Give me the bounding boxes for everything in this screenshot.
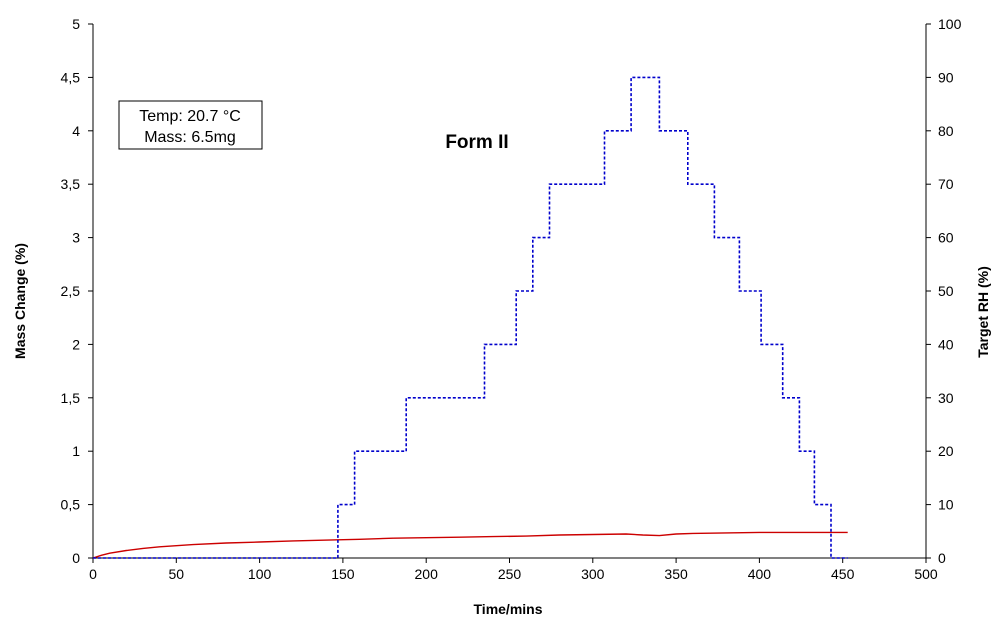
- y2-tick-label: 80: [938, 123, 954, 139]
- x-tick-label: 500: [914, 566, 938, 582]
- x-axis-title: Time/mins: [474, 601, 543, 617]
- y-tick-label: 1,5: [61, 390, 81, 406]
- chart-title: Form II: [445, 132, 508, 153]
- y2-tick-label: 20: [938, 443, 954, 459]
- annotation-mass: Mass: 6.5mg: [144, 129, 236, 146]
- y2-tick-label: 50: [938, 283, 954, 299]
- annotation-box: Temp: 20.7 °C Mass: 6.5mg: [119, 101, 262, 149]
- x-tick-label: 100: [248, 566, 272, 582]
- x-tick-label: 250: [498, 566, 522, 582]
- x-tick-label: 0: [89, 566, 97, 582]
- y-tick-label: 5: [72, 16, 80, 32]
- y2-tick-label: 40: [938, 336, 954, 352]
- y-tick-label: 4,5: [61, 69, 81, 85]
- y2-tick-label: 90: [938, 69, 954, 85]
- x-tick-label: 50: [169, 566, 185, 582]
- annotation-temp: Temp: 20.7 °C: [139, 108, 241, 125]
- x-tick-label: 300: [581, 566, 605, 582]
- y-tick-label: 1: [72, 443, 80, 459]
- x-tick-label: 150: [331, 566, 355, 582]
- y-tick-label: 3: [72, 230, 80, 246]
- mass-change-series-line: [93, 532, 848, 558]
- y-tick-label: 4: [72, 123, 80, 139]
- x-tick-label: 400: [748, 566, 772, 582]
- x-tick-label: 200: [415, 566, 439, 582]
- y-tick-label: 0: [72, 550, 80, 566]
- x-tick-label: 350: [664, 566, 688, 582]
- y-axis-title: Mass Change (%): [12, 243, 28, 359]
- y2-tick-label: 100: [938, 16, 962, 32]
- y2-tick-label: 0: [938, 550, 946, 566]
- x-tick-label: 450: [831, 566, 855, 582]
- y-tick-label: 2: [72, 336, 80, 352]
- y2-axis-title: Target RH (%): [975, 266, 991, 358]
- y2-tick-label: 70: [938, 176, 954, 192]
- y-tick-label: 3,5: [61, 176, 81, 192]
- y-tick-label: 2,5: [61, 283, 81, 299]
- y-tick-label: 0,5: [61, 497, 81, 513]
- y2-tick-label: 30: [938, 390, 954, 406]
- y2-tick-label: 10: [938, 497, 954, 513]
- y2-tick-label: 60: [938, 230, 954, 246]
